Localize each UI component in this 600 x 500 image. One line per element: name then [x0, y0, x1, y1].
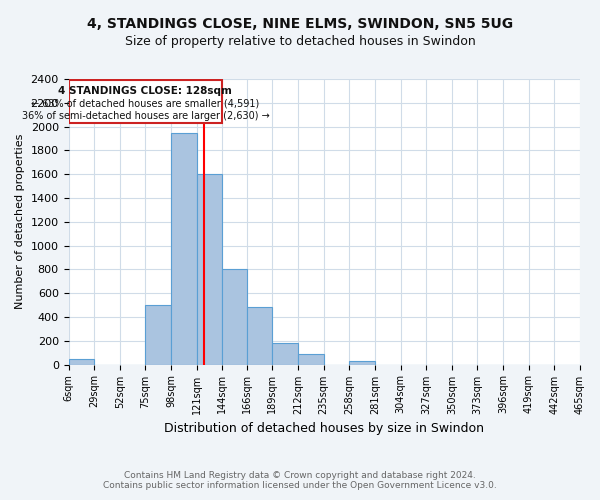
Text: 4 STANDINGS CLOSE: 128sqm: 4 STANDINGS CLOSE: 128sqm	[58, 86, 232, 96]
Bar	[197, 174, 223, 364]
Bar	[247, 308, 272, 364]
Text: ← 63% of detached houses are smaller (4,591): ← 63% of detached houses are smaller (4,…	[31, 98, 260, 108]
Text: Contains HM Land Registry data © Crown copyright and database right 2024.
Contai: Contains HM Land Registry data © Crown c…	[103, 470, 497, 490]
Text: 4, STANDINGS CLOSE, NINE ELMS, SWINDON, SN5 5UG: 4, STANDINGS CLOSE, NINE ELMS, SWINDON, …	[87, 18, 513, 32]
Text: Size of property relative to detached houses in Swindon: Size of property relative to detached ho…	[125, 35, 475, 48]
Bar	[298, 354, 324, 364]
X-axis label: Distribution of detached houses by size in Swindon: Distribution of detached houses by size …	[164, 422, 484, 435]
Bar	[272, 342, 298, 364]
Bar	[145, 305, 171, 364]
Bar	[349, 361, 375, 364]
FancyBboxPatch shape	[68, 80, 223, 123]
Text: 36% of semi-detached houses are larger (2,630) →: 36% of semi-detached houses are larger (…	[22, 110, 269, 120]
Bar	[223, 270, 247, 364]
Bar	[68, 358, 94, 364]
Y-axis label: Number of detached properties: Number of detached properties	[15, 134, 25, 310]
Bar	[171, 132, 197, 364]
